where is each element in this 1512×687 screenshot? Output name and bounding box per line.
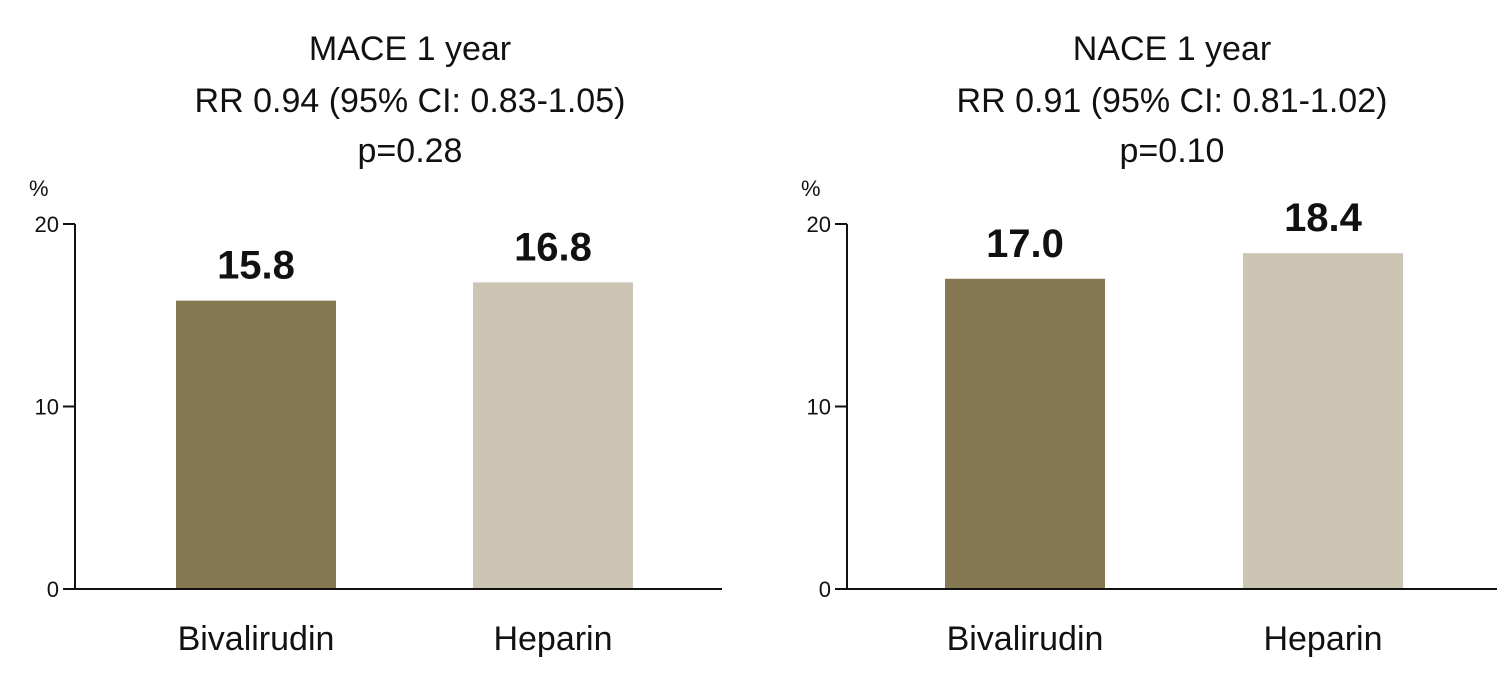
- x-category-label: Bivalirudin: [947, 620, 1104, 658]
- chart-title-line: p=0.28: [358, 132, 463, 170]
- bar-value-label: 16.8: [514, 225, 592, 269]
- chart-mace: MACE 1 year RR 0.94 (95% CI: 0.83-1.05) p=…: [29, 30, 722, 658]
- y-tick-label: 20: [35, 212, 59, 237]
- chart-title-line: MACE 1 year: [309, 30, 511, 68]
- bar-value-label: 15.8: [217, 244, 295, 288]
- chart-nace: NACE 1 year RR 0.91 (95% CI: 0.81-1.02) p=…: [801, 30, 1497, 658]
- bar-value-label: 17.0: [986, 222, 1064, 266]
- y-tick-label: 10: [807, 395, 831, 420]
- chart-title-line: RR 0.91 (95% CI: 0.81-1.02): [957, 82, 1388, 120]
- y-tick-label: 20: [807, 212, 831, 237]
- bar-heparin: [1243, 253, 1403, 589]
- y-tick-label: 0: [47, 577, 59, 602]
- chart-title-line: p=0.10: [1120, 132, 1225, 170]
- y-axis-unit-label: %: [801, 176, 821, 201]
- bar-bivalirudin: [945, 278, 1105, 589]
- x-category-label: Heparin: [1263, 620, 1382, 658]
- y-tick-label: 0: [819, 577, 831, 602]
- x-category-label: Bivalirudin: [178, 620, 335, 658]
- y-axis-unit-label: %: [29, 176, 49, 201]
- chart-title-line: NACE 1 year: [1073, 30, 1271, 68]
- y-tick-label: 10: [35, 395, 59, 420]
- x-category-label: Heparin: [493, 620, 612, 658]
- bar-heparin: [473, 282, 633, 589]
- bar-value-label: 18.4: [1284, 196, 1363, 240]
- bar-bivalirudin: [176, 300, 336, 589]
- chart-title-line: RR 0.94 (95% CI: 0.83-1.05): [195, 82, 626, 120]
